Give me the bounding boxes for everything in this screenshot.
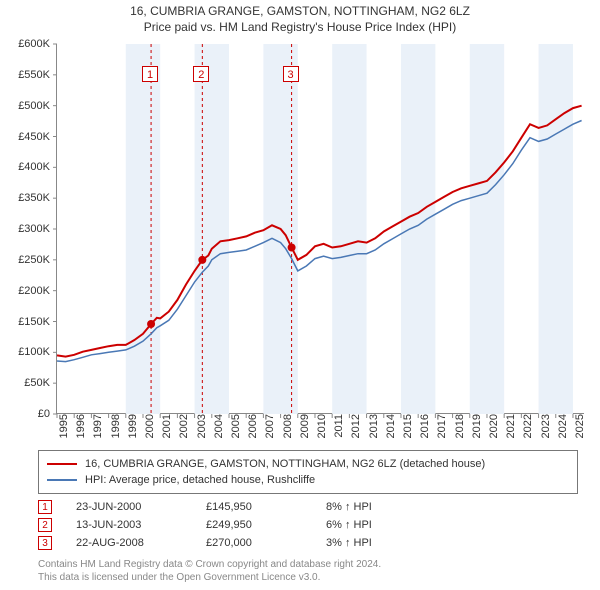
legend-item: 16, CUMBRIA GRANGE, GAMSTON, NOTTINGHAM,… <box>47 457 569 472</box>
event-price: £145,950 <box>206 498 326 516</box>
event-delta: 8% ↑ HPI <box>326 498 382 516</box>
y-tick-label: £50K <box>24 377 50 389</box>
chart-title: 16, CUMBRIA GRANGE, GAMSTON, NOTTINGHAM,… <box>0 0 600 35</box>
event-delta: 6% ↑ HPI <box>326 516 382 534</box>
legend-swatch <box>47 463 77 465</box>
event-row: 3 22-AUG-2008£270,0003% ↑ HPI <box>38 534 382 552</box>
event-table: 1 23-JUN-2000£145,9508% ↑ HPI 2 13-JUN-2003… <box>38 498 578 552</box>
chart-container: 16, CUMBRIA GRANGE, GAMSTON, NOTTINGHAM,… <box>0 0 600 590</box>
event-price: £270,000 <box>206 534 326 552</box>
y-tick-label: £100K <box>18 346 50 358</box>
footer-attribution: Contains HM Land Registry data © Crown c… <box>38 558 578 584</box>
event-row: 1 23-JUN-2000£145,9508% ↑ HPI <box>38 498 382 516</box>
event-price: £249,950 <box>206 516 326 534</box>
x-tick-label: 2016 <box>413 414 431 438</box>
x-tick-label: 1995 <box>52 414 70 438</box>
x-tick-label: 2020 <box>482 414 500 438</box>
x-tick-label: 2023 <box>534 414 552 438</box>
chart-area: £0£50K£100K£150K£200K£250K£300K£350K£400… <box>56 44 584 414</box>
x-tick-label: 2025 <box>568 414 586 438</box>
event-delta: 3% ↑ HPI <box>326 534 382 552</box>
y-tick-label: £300K <box>18 223 50 235</box>
y-tick-label: £350K <box>18 192 50 204</box>
chart-svg <box>56 44 584 414</box>
y-tick-label: £150K <box>18 316 50 328</box>
x-tick-label: 2000 <box>138 414 156 438</box>
y-tick-label: £250K <box>18 254 50 266</box>
x-tick-label: 2017 <box>430 414 448 438</box>
footer-line-2: This data is licensed under the Open Gov… <box>38 571 578 584</box>
y-tick-label: £0 <box>38 408 50 420</box>
event-marker: 1 <box>38 500 52 514</box>
x-tick-label: 2019 <box>465 414 483 438</box>
x-tick-label: 2011 <box>327 414 345 438</box>
x-tick-label: 2002 <box>172 414 190 438</box>
x-tick-label: 2021 <box>499 414 517 438</box>
y-tick-label: £500K <box>18 100 50 112</box>
x-tick-label: 1996 <box>69 414 87 438</box>
y-tick-label: £550K <box>18 69 50 81</box>
x-tick-label: 2013 <box>362 414 380 438</box>
x-tick-label: 2024 <box>551 414 569 438</box>
title-line-1: 16, CUMBRIA GRANGE, GAMSTON, NOTTINGHAM,… <box>0 4 600 20</box>
x-tick-label: 2007 <box>258 414 276 438</box>
event-marker: 1 <box>142 66 158 82</box>
legend-label: 16, CUMBRIA GRANGE, GAMSTON, NOTTINGHAM,… <box>85 457 485 472</box>
x-tick-label: 2008 <box>276 414 294 438</box>
title-line-2: Price paid vs. HM Land Registry's House … <box>0 20 600 36</box>
y-tick-label: £450K <box>18 131 50 143</box>
event-marker: 2 <box>193 66 209 82</box>
footer-line-1: Contains HM Land Registry data © Crown c… <box>38 558 578 571</box>
x-tick-label: 2006 <box>241 414 259 438</box>
y-tick-label: £600K <box>18 38 50 50</box>
x-tick-label: 1997 <box>86 414 104 438</box>
y-tick-label: £400K <box>18 161 50 173</box>
legend: 16, CUMBRIA GRANGE, GAMSTON, NOTTINGHAM,… <box>38 450 578 494</box>
x-tick-label: 2001 <box>155 414 173 438</box>
legend-swatch <box>47 479 77 481</box>
x-tick-label: 2005 <box>224 414 242 438</box>
x-tick-label: 2012 <box>344 414 362 438</box>
x-tick-label: 2010 <box>310 414 328 438</box>
x-tick-label: 2015 <box>396 414 414 438</box>
event-date: 22-AUG-2008 <box>76 534 206 552</box>
event-marker: 2 <box>38 518 52 532</box>
x-tick-label: 2003 <box>190 414 208 438</box>
legend-item: HPI: Average price, detached house, Rush… <box>47 473 569 488</box>
x-tick-label: 1999 <box>121 414 139 438</box>
event-row: 2 13-JUN-2003£249,9506% ↑ HPI <box>38 516 382 534</box>
event-marker: 3 <box>38 536 52 550</box>
event-date: 13-JUN-2003 <box>76 516 206 534</box>
x-tick-label: 2009 <box>293 414 311 438</box>
legend-label: HPI: Average price, detached house, Rush… <box>85 473 315 488</box>
x-tick-label: 2022 <box>516 414 534 438</box>
x-tick-label: 2004 <box>207 414 225 438</box>
x-tick-label: 2018 <box>448 414 466 438</box>
x-tick-label: 2014 <box>379 414 397 438</box>
event-date: 23-JUN-2000 <box>76 498 206 516</box>
x-tick-label: 1998 <box>104 414 122 438</box>
y-tick-label: £200K <box>18 285 50 297</box>
event-marker: 3 <box>283 66 299 82</box>
